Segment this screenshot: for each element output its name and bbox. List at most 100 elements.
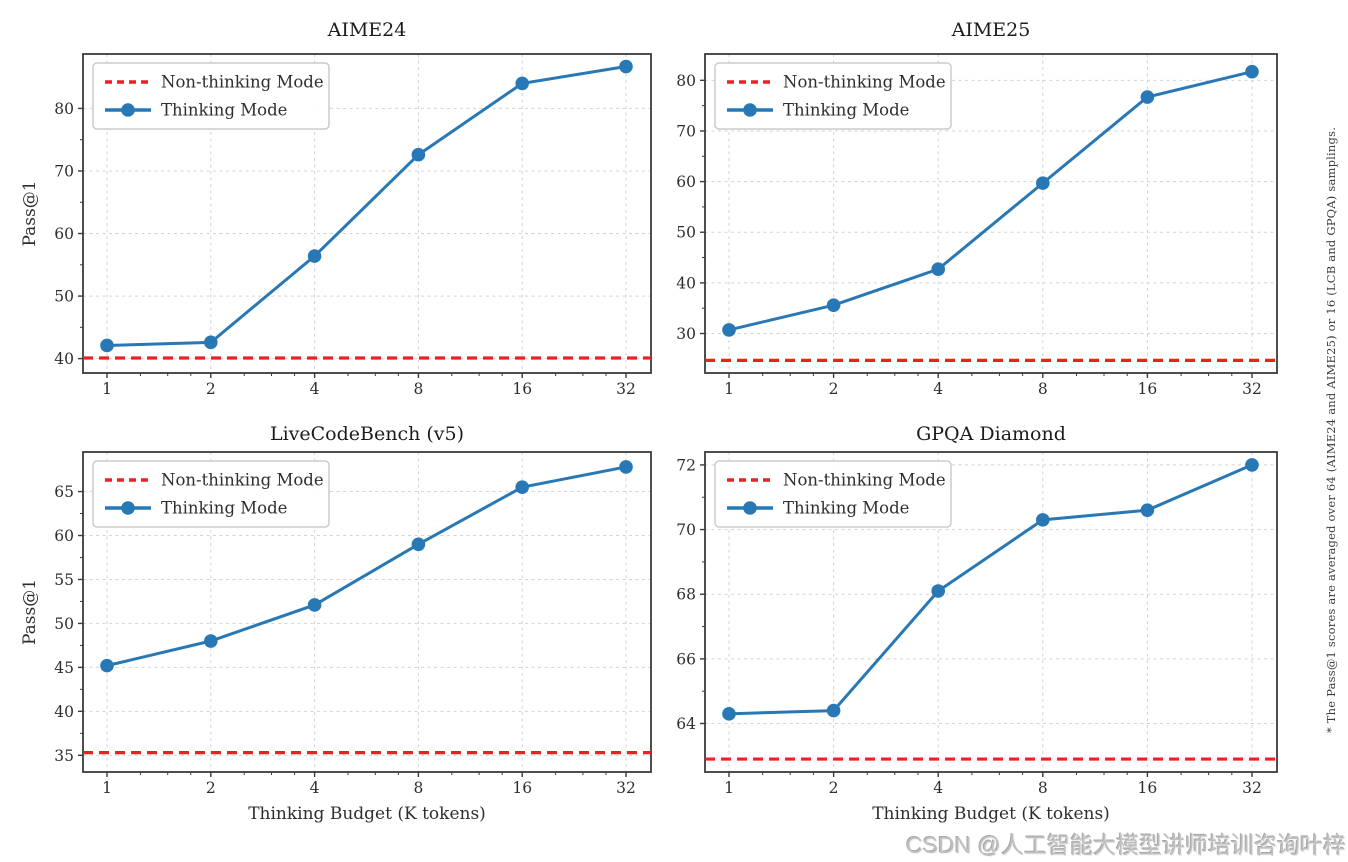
data-point <box>411 147 426 162</box>
x-tick-label: 32 <box>1242 779 1262 797</box>
data-point <box>1036 513 1050 527</box>
x-axis-label: Thinking Budget (K tokens) <box>872 804 1110 824</box>
x-tick-label: 8 <box>1038 779 1048 797</box>
data-point <box>931 584 945 598</box>
data-point <box>307 598 322 612</box>
data-point <box>1036 176 1050 190</box>
chart-livecodebench: 1 2 4 8 16 32 35 40 45 50 55 60 65 LiveCodeBench (v5)… <box>0 420 674 862</box>
legend-thinking-label: Thinking Mode <box>161 499 287 518</box>
legend-thinking-label: Thinking Mode <box>783 499 909 518</box>
y-tick-label: 70 <box>676 122 696 140</box>
x-tick-label: 1 <box>724 779 734 797</box>
side-note-vertical: * The Pass@1 scores are averaged over 64… <box>1324 126 1338 734</box>
y-tick-label: 50 <box>54 288 74 306</box>
legend-thinking-marker <box>121 501 135 515</box>
legend-thinking-marker <box>743 501 757 515</box>
thinking-line <box>728 70 1253 332</box>
plot-frame <box>82 451 652 773</box>
x-tick-label: 1 <box>102 380 112 398</box>
x-tick-label: 32 <box>616 380 636 398</box>
y-tick-label: 60 <box>676 173 696 191</box>
y-tick-label: 40 <box>54 350 74 368</box>
y-tick-label: 80 <box>54 100 74 118</box>
chart-livecodebench-canvas: 1 2 4 8 16 32 35 40 45 50 55 60 65 LiveCodeBench (v5)… <box>20 423 652 824</box>
watermark-text: CSDN @人工智能大模型讲师培训咨询叶梓 <box>906 832 1346 858</box>
x-tick-label: 32 <box>1242 380 1262 398</box>
legend-box <box>714 62 952 130</box>
x-tick-label: 8 <box>1038 380 1048 398</box>
x-tick-label: 4 <box>310 380 320 398</box>
y-tick-label: 55 <box>54 571 74 589</box>
x-tick-label: 32 <box>616 779 636 797</box>
x-tick-label: 1 <box>724 380 734 398</box>
y-tick-label: 80 <box>676 72 696 90</box>
legend-non-thinking-label: Non-thinking Mode <box>783 471 946 490</box>
y-tick-label: 68 <box>676 586 696 604</box>
y-tick-label: 40 <box>54 703 74 721</box>
x-tick-label: 16 <box>512 779 532 797</box>
data-point <box>204 634 218 648</box>
data-point <box>1245 458 1259 472</box>
legend-box <box>92 62 330 130</box>
x-tick-label: 4 <box>933 779 943 797</box>
data-point <box>204 335 218 350</box>
data-point <box>307 249 322 263</box>
chart-title: GPQA Diamond <box>916 423 1066 445</box>
data-point <box>515 76 529 91</box>
data-point <box>619 460 633 474</box>
legend-box <box>714 460 952 528</box>
legend-thinking-marker <box>121 103 135 117</box>
chart-aime24: 1 2 4 8 16 32 40 50 60 70 80 AIME24 Pass@1 Non-thinki… <box>0 0 674 431</box>
y-tick-label: 50 <box>54 615 74 633</box>
x-tick-label: 8 <box>413 380 423 398</box>
data-point <box>826 703 841 718</box>
y-tick-label: 30 <box>676 325 696 343</box>
data-point <box>100 338 114 353</box>
legend-box <box>92 460 330 528</box>
legend-non-thinking-label: Non-thinking Mode <box>161 471 324 490</box>
data-point <box>1140 90 1155 104</box>
y-axis-label: Pass@1 <box>20 180 40 246</box>
y-tick-label: 35 <box>54 747 74 765</box>
chart-aime25: 1 2 4 8 16 32 30 40 50 60 70 80 AIME25 Non-thinking M… <box>674 0 1348 431</box>
data-point <box>722 707 736 721</box>
x-tick-label: 8 <box>413 779 423 797</box>
y-tick-label: 65 <box>54 483 74 501</box>
legend-thinking-label: Thinking Mode <box>161 101 287 120</box>
x-tick-label: 4 <box>310 779 320 797</box>
x-tick-label: 16 <box>1138 779 1158 797</box>
data-point <box>411 537 426 552</box>
chart-gpqa-diamond: 1 2 4 8 16 32 64 66 68 70 72 GPQA Diamond Thinking B… <box>674 420 1348 862</box>
y-tick-label: 70 <box>54 162 74 180</box>
chart-title: AIME25 <box>951 19 1031 41</box>
thinking-line <box>106 65 627 347</box>
legend-thinking-label: Thinking Mode <box>783 101 909 120</box>
data-point <box>515 480 529 494</box>
y-tick-label: 60 <box>54 225 74 243</box>
y-tick-label: 40 <box>676 274 696 292</box>
plot-frame <box>82 53 652 374</box>
x-tick-label: 16 <box>512 380 532 398</box>
data-point <box>826 298 841 312</box>
data-point <box>619 59 633 74</box>
y-tick-label: 45 <box>54 659 74 677</box>
plot-frame <box>704 451 1278 773</box>
y-axis-label: Pass@1 <box>20 579 40 645</box>
x-axis-label: Thinking Budget (K tokens) <box>248 804 486 824</box>
y-tick-label: 60 <box>54 527 74 545</box>
data-point <box>100 658 114 673</box>
data-point <box>722 323 736 337</box>
thinking-line <box>728 463 1253 716</box>
x-tick-label: 16 <box>1138 380 1158 398</box>
x-tick-label: 4 <box>933 380 943 398</box>
plot-frame <box>704 53 1278 374</box>
x-tick-label: 2 <box>206 779 216 797</box>
y-tick-label: 72 <box>676 456 696 474</box>
chart-aime24-canvas: 1 2 4 8 16 32 40 50 60 70 80 AIME24 Pass@1 Non-thinki… <box>20 19 652 398</box>
data-point <box>931 262 945 276</box>
x-tick-label: 2 <box>829 779 839 797</box>
chart-title: LiveCodeBench (v5) <box>270 423 464 445</box>
chart-title: AIME24 <box>327 19 407 41</box>
thinking-line <box>106 465 627 668</box>
